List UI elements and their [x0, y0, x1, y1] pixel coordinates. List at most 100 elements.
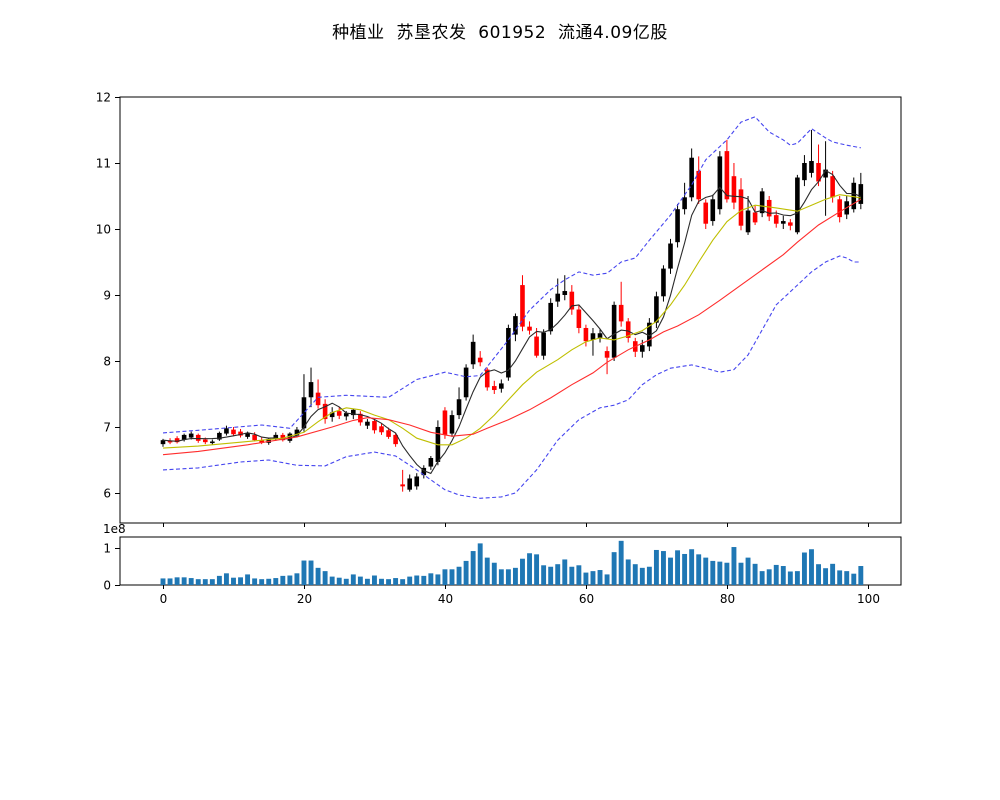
volume-bar [280, 575, 286, 585]
volume-bar [294, 573, 300, 585]
candle-body [809, 161, 814, 173]
candle-body [562, 291, 568, 295]
candle-body [245, 432, 250, 437]
overlay-lines-layer [162, 116, 862, 499]
candle-body [463, 367, 469, 398]
price-tick-label: 12 [96, 91, 111, 105]
candle-body [802, 162, 807, 181]
candle-body [710, 199, 716, 222]
volume-bar [498, 569, 504, 585]
candle-body [273, 434, 279, 439]
candle-body [428, 457, 434, 467]
candle-body [773, 215, 779, 224]
ma-mid-line [162, 194, 861, 449]
volume-bar [322, 571, 328, 585]
volume-bar [174, 577, 180, 585]
candle-body [294, 429, 300, 436]
volume-bar [731, 547, 737, 585]
candle-body [174, 438, 180, 443]
candle-body [336, 411, 342, 416]
bollinger-lower-line [162, 255, 861, 499]
volume-bar [216, 575, 222, 585]
candle-body [752, 212, 758, 223]
candle-body [548, 302, 553, 332]
candle-body [717, 156, 723, 210]
volume-bar [315, 567, 321, 585]
candle-body [238, 431, 243, 436]
candle-body [858, 184, 864, 204]
candle-body [372, 421, 377, 431]
volume-bar [766, 569, 772, 585]
volume-bar [238, 577, 243, 585]
chart-title: 种植业 苏垦农发 601952 流通4.09亿股 [332, 23, 668, 43]
volume-bar [668, 557, 673, 585]
candle-body [625, 321, 631, 338]
x-tick-label: 60 [579, 592, 594, 606]
volume-bar [329, 576, 335, 585]
candle-body [195, 434, 201, 441]
volume-bar [632, 564, 638, 585]
volume-bar [428, 573, 434, 585]
candle-body [703, 202, 709, 224]
volume-bar [858, 566, 864, 585]
candle-body [675, 209, 680, 243]
candle-body [386, 430, 391, 437]
volume-bar [414, 575, 420, 585]
volume-bar [252, 578, 258, 585]
volume-bar [512, 567, 518, 585]
candle-body [816, 162, 821, 182]
candle-body [823, 169, 828, 178]
candle-body [407, 478, 413, 490]
volume-bar [851, 573, 857, 585]
candle-body [224, 428, 229, 434]
volume-bar [696, 554, 702, 585]
candle-body [252, 434, 257, 441]
candle-body [449, 415, 455, 434]
candle-body [259, 440, 264, 443]
candle-body [576, 309, 582, 328]
candle-body [343, 413, 349, 417]
bollinger-upper-line [162, 116, 861, 434]
candle-body [520, 285, 525, 327]
candle-body [477, 357, 483, 363]
candle-body [583, 327, 589, 342]
candle-body [541, 332, 546, 356]
volume-bar [830, 563, 836, 585]
candle-body [759, 191, 765, 214]
volume-bar [449, 569, 455, 585]
candle-body [188, 433, 194, 438]
volume-bar [245, 574, 251, 585]
candle-body [484, 369, 490, 388]
candle-body [202, 439, 208, 443]
volume-bar [167, 578, 173, 585]
candle-body [569, 291, 575, 310]
candle-body [400, 484, 405, 487]
volume-axis-offset-label: 1e8 [103, 522, 126, 536]
candle-body [837, 199, 842, 218]
volume-bar [710, 560, 716, 585]
price-tick-label: 8 [103, 355, 111, 369]
volume-bar [787, 571, 793, 585]
volume-bar [611, 552, 617, 585]
volume-bar [745, 557, 751, 585]
x-tick-label: 20 [297, 592, 312, 606]
candle-body [506, 327, 511, 378]
volume-bar [844, 571, 850, 585]
volume-bar [223, 573, 229, 585]
candle-body [611, 304, 617, 358]
volume-bar [597, 570, 603, 585]
volume-bar [569, 566, 575, 585]
volume-bar [801, 552, 807, 585]
price-axes-box [119, 96, 902, 524]
volume-bar [823, 568, 829, 585]
volume-bar [809, 549, 814, 585]
candle-body [181, 434, 187, 440]
volume-tick-label: 0 [103, 579, 111, 593]
candle-body [322, 403, 328, 420]
candle-body [527, 326, 532, 331]
x-tick-label: 80 [720, 592, 735, 606]
candle-body [795, 177, 800, 233]
volume-bar [548, 566, 554, 585]
volume-bar [231, 577, 236, 585]
volume-bar [625, 559, 631, 585]
